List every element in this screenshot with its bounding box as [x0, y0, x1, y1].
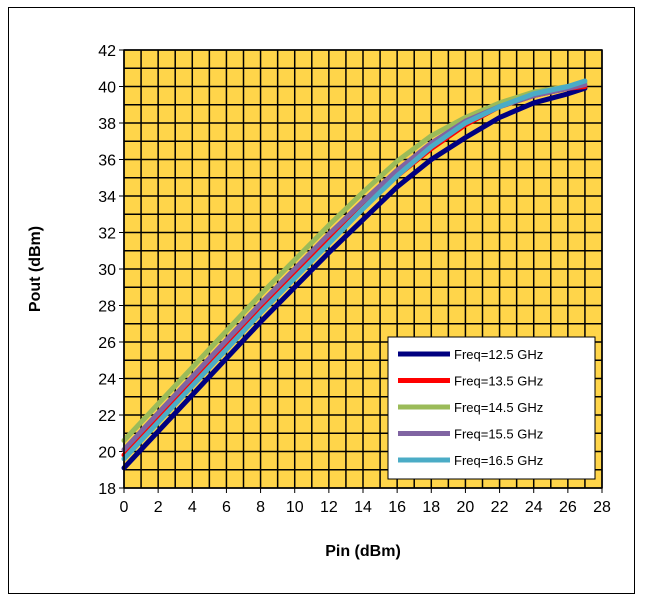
- x-tick-label: 22: [491, 499, 509, 516]
- y-tick-label: 34: [98, 189, 116, 206]
- x-tick-label: 28: [593, 499, 611, 516]
- y-axis-title: Pout (dBm): [27, 226, 44, 312]
- x-tick-label: 14: [354, 499, 372, 516]
- x-tick-label: 20: [457, 499, 475, 516]
- x-axis-ticks: 0 2 4 6 8 10 12 14 16 18 20 22 24 26 28: [120, 488, 611, 516]
- x-tick-label: 24: [525, 499, 543, 516]
- legend-label: Freq=14.5 GHz: [454, 400, 543, 415]
- y-tick-label: 18: [98, 481, 116, 498]
- y-axis-ticks: 18 20 22 24 26 28 30 32 34 36 38 40 42: [98, 43, 124, 498]
- x-tick-label: 0: [120, 499, 129, 516]
- y-tick-label: 28: [98, 299, 116, 316]
- legend-label: Freq=16.5 GHz: [454, 453, 543, 468]
- x-tick-label: 10: [286, 499, 304, 516]
- y-tick-label: 38: [98, 116, 116, 133]
- legend-label: Freq=13.5 GHz: [454, 374, 543, 389]
- x-tick-label: 18: [422, 499, 440, 516]
- y-tick-label: 20: [98, 445, 116, 462]
- series-line: [121, 78, 588, 462]
- y-tick-label: 42: [98, 43, 116, 60]
- y-tick-label: 24: [98, 372, 116, 389]
- x-tick-label: 26: [559, 499, 577, 516]
- x-tick-label: 6: [222, 499, 231, 516]
- legend: Freq=12.5 GHz Freq=13.5 GHz Freq=14.5 GHz F…: [387, 336, 596, 480]
- series-lines: [121, 78, 588, 471]
- legend-label: Freq=15.5 GHz: [454, 427, 543, 442]
- x-tick-label: 2: [154, 499, 163, 516]
- plot-border: [123, 49, 603, 489]
- y-tick-label: 32: [98, 226, 116, 243]
- x-tick-label: 16: [388, 499, 406, 516]
- x-axis-title: Pin (dBm): [325, 543, 401, 560]
- y-tick-label: 40: [98, 80, 116, 97]
- y-tick-label: 30: [98, 262, 116, 279]
- y-tick-label: 36: [98, 153, 116, 170]
- x-tick-label: 12: [320, 499, 338, 516]
- y-tick-label: 26: [98, 335, 116, 352]
- y-tick-label: 22: [98, 408, 116, 425]
- legend-label: Freq=12.5 GHz: [454, 347, 543, 362]
- x-tick-label: 8: [256, 499, 265, 516]
- x-tick-label: 4: [188, 499, 197, 516]
- series-line: [121, 85, 588, 471]
